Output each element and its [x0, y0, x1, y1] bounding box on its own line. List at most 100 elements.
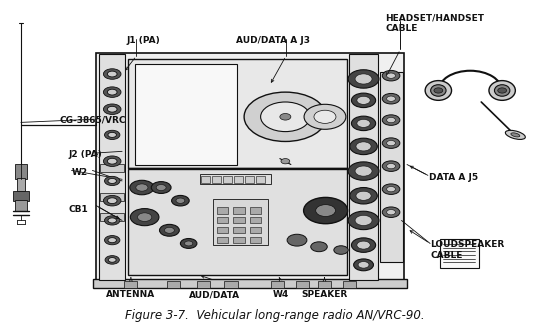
Bar [250, 227, 261, 233]
Circle shape [103, 156, 121, 166]
Circle shape [304, 104, 346, 129]
Bar [16, 178, 25, 191]
Bar [256, 176, 265, 183]
Circle shape [107, 71, 117, 77]
Circle shape [156, 185, 166, 190]
Circle shape [354, 259, 373, 271]
Circle shape [244, 92, 327, 141]
Bar [100, 193, 124, 201]
Bar [217, 217, 228, 223]
Bar [212, 176, 221, 183]
Bar [15, 164, 27, 179]
Bar [250, 237, 261, 243]
Circle shape [355, 215, 372, 225]
Circle shape [355, 74, 372, 84]
Circle shape [104, 130, 120, 139]
Text: W4: W4 [272, 290, 289, 299]
Circle shape [108, 132, 117, 138]
Bar [250, 207, 261, 214]
Bar [250, 217, 261, 223]
Circle shape [108, 238, 117, 243]
Bar [201, 176, 210, 183]
Ellipse shape [489, 81, 515, 100]
Circle shape [103, 195, 121, 206]
Circle shape [164, 227, 174, 233]
Circle shape [382, 184, 400, 194]
Text: AUD/DATA: AUD/DATA [189, 290, 240, 299]
Bar [349, 54, 378, 280]
Circle shape [382, 115, 400, 125]
Ellipse shape [511, 133, 520, 137]
Bar [233, 207, 245, 214]
Bar [100, 213, 124, 221]
Bar [271, 281, 284, 288]
Circle shape [316, 205, 336, 216]
Circle shape [334, 246, 348, 254]
Circle shape [311, 242, 327, 252]
Circle shape [180, 239, 197, 248]
Text: J2 (PA): J2 (PA) [68, 150, 102, 159]
Circle shape [351, 116, 376, 131]
Circle shape [350, 188, 377, 204]
Bar [343, 281, 356, 288]
Circle shape [387, 140, 395, 146]
Circle shape [103, 87, 121, 97]
Circle shape [356, 191, 371, 200]
Circle shape [176, 198, 185, 203]
Circle shape [387, 187, 395, 192]
Circle shape [108, 178, 117, 184]
Circle shape [382, 161, 400, 171]
Circle shape [434, 88, 443, 93]
Circle shape [348, 162, 379, 180]
Text: DATA A J5: DATA A J5 [429, 173, 478, 182]
Circle shape [108, 258, 116, 262]
Bar [213, 199, 268, 245]
Circle shape [498, 88, 507, 93]
Circle shape [351, 93, 376, 108]
Text: CB1: CB1 [68, 205, 88, 214]
Circle shape [356, 142, 371, 151]
Circle shape [348, 70, 379, 88]
Circle shape [382, 207, 400, 217]
Bar [200, 174, 271, 184]
Ellipse shape [425, 81, 452, 100]
Circle shape [382, 70, 400, 81]
Bar [224, 281, 238, 288]
Circle shape [314, 110, 336, 123]
Circle shape [357, 241, 370, 249]
Circle shape [355, 166, 372, 176]
Circle shape [304, 197, 348, 224]
Circle shape [357, 119, 370, 127]
Circle shape [281, 159, 290, 164]
Bar [223, 176, 232, 183]
Circle shape [138, 213, 152, 221]
Circle shape [387, 117, 395, 123]
Circle shape [130, 209, 159, 226]
Bar [94, 279, 407, 288]
Circle shape [184, 241, 192, 246]
Circle shape [358, 262, 369, 268]
Text: LOUDSPEAKER
CABLE: LOUDSPEAKER CABLE [430, 240, 504, 260]
Bar [245, 176, 254, 183]
Text: J1 (PA): J1 (PA) [126, 36, 160, 45]
Bar [13, 191, 29, 201]
Circle shape [350, 138, 377, 155]
Circle shape [105, 256, 119, 264]
Circle shape [104, 176, 120, 186]
Text: AUD/DATA A J3: AUD/DATA A J3 [236, 36, 311, 45]
Bar [217, 237, 228, 243]
Circle shape [280, 114, 291, 120]
Text: ANTENNA: ANTENNA [106, 290, 156, 299]
Bar [128, 169, 346, 275]
Bar [124, 281, 138, 288]
Circle shape [382, 138, 400, 148]
Circle shape [104, 236, 120, 245]
Bar [15, 200, 27, 211]
Bar [379, 72, 403, 262]
Bar [167, 281, 180, 288]
Bar [233, 217, 245, 223]
Circle shape [103, 69, 121, 79]
Text: W2: W2 [72, 168, 87, 177]
Circle shape [287, 234, 307, 246]
Ellipse shape [494, 85, 510, 96]
